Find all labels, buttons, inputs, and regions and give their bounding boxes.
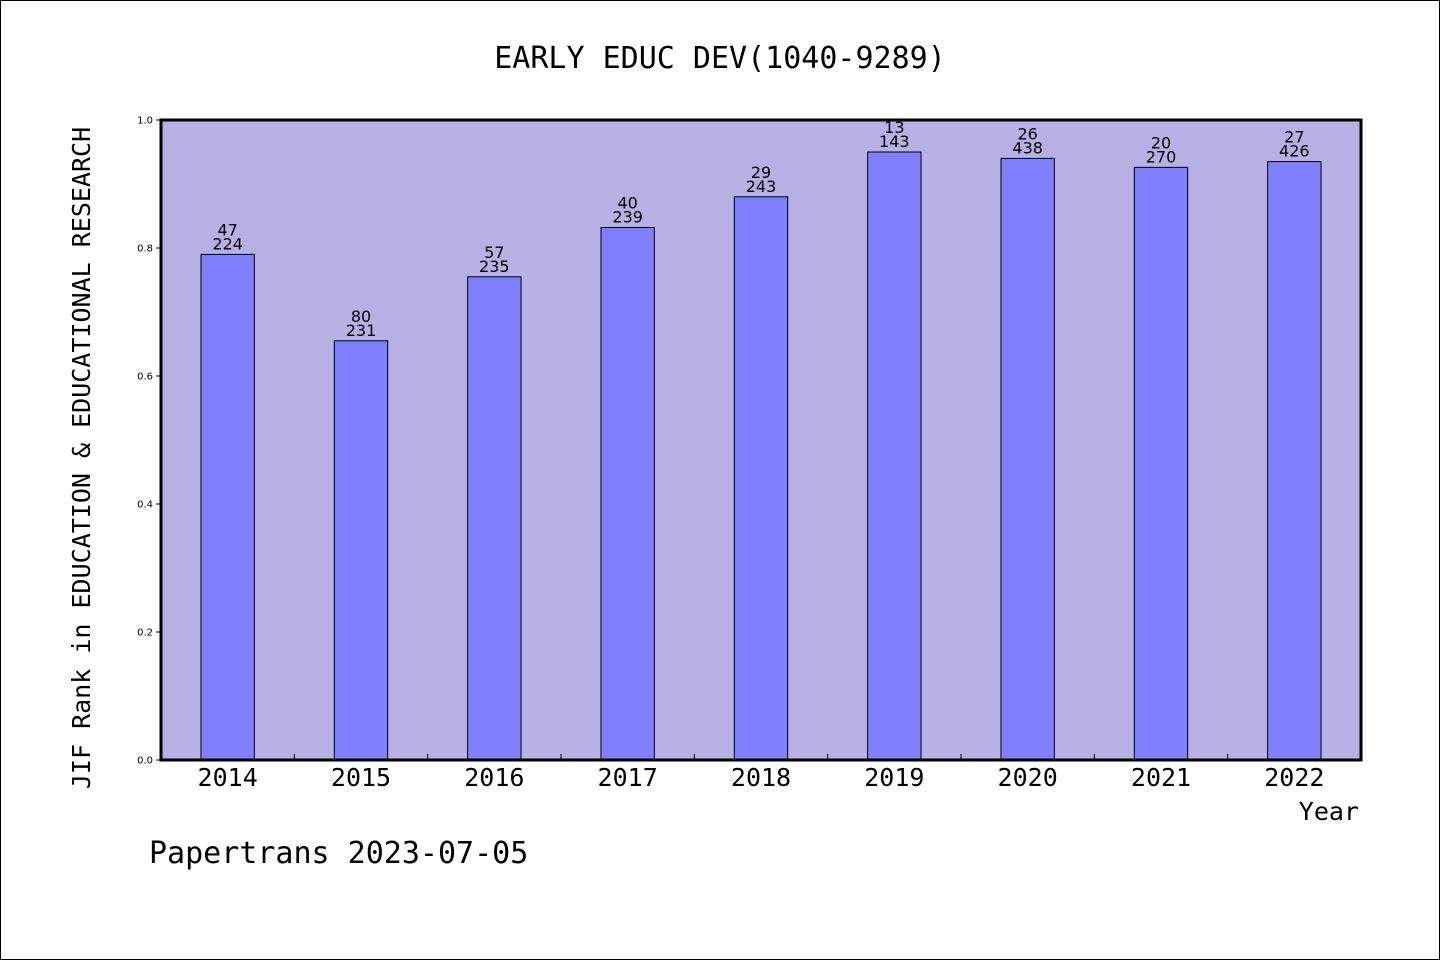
x-tick-label-2021: 2021	[1131, 763, 1191, 792]
data-label-total-2017: 239	[612, 208, 643, 227]
x-tick-label-2016: 2016	[464, 763, 524, 792]
y-tick-label-0.8: 0.8	[137, 244, 153, 255]
y-tick-label-0.6: 0.6	[137, 372, 153, 383]
plot-frame	[159, 118, 1363, 762]
x-tick-label-2017: 2017	[598, 763, 658, 792]
data-label-rank-2014: 47	[217, 220, 237, 239]
bar-2022	[1267, 161, 1322, 761]
data-label-rank-2018: 29	[751, 163, 771, 182]
data-label-rank-2015: 80	[351, 307, 371, 326]
x-tick-label-2022: 2022	[1264, 763, 1324, 792]
y-axis: 0.0 0.2 0.4 0.6 0.8 1.0	[137, 116, 161, 767]
x-tick-label-2015: 2015	[331, 763, 391, 792]
x-axis: 2014 2015 2016 2017 2018 2019 2020 2021 2022	[198, 754, 1324, 792]
data-label-rank-2019: 13	[884, 118, 904, 137]
data-label-total-2016: 235	[479, 257, 510, 276]
x-tick-label-2014: 2014	[198, 763, 258, 792]
x-axis-label: Year	[1299, 797, 1359, 826]
y-tick-label-0.2: 0.2	[137, 628, 153, 639]
bars-group	[200, 151, 1322, 761]
data-label-total-2019: 143	[879, 132, 910, 151]
bar-2014	[200, 253, 255, 761]
y-tick-label-1.0: 1.0	[137, 116, 153, 127]
y-tick-label-0.0: 0.0	[137, 756, 153, 767]
y-axis-label: JIF Rank in EDUCATION & EDUCATIONAL RESE…	[67, 127, 96, 789]
data-label-rank-2022: 27	[1284, 128, 1304, 147]
data-label-rank-2016: 57	[484, 243, 504, 262]
data-label-total-2015: 231	[346, 321, 377, 340]
bar-2016	[467, 276, 522, 761]
chart-title: EARLY EDUC DEV(1040-9289)	[494, 41, 946, 76]
x-tick-label-2020: 2020	[998, 763, 1058, 792]
data-label-rank-2021: 20	[1151, 133, 1171, 152]
data-label-total-2020: 438	[1012, 138, 1043, 157]
bar-2018	[733, 196, 789, 761]
data-label-total-2022: 426	[1279, 142, 1310, 161]
bar-2020	[1000, 157, 1055, 761]
data-label-total-2021: 270	[1146, 147, 1177, 166]
bar-2019	[867, 151, 922, 761]
data-label-rank-2017: 40	[617, 194, 637, 213]
y-tick-label-0.4: 0.4	[137, 500, 153, 511]
x-tick-label-2019: 2019	[864, 763, 924, 792]
data-label-total-2018: 243	[746, 177, 777, 196]
footer-text: Papertrans 2023-07-05	[149, 836, 528, 871]
data-label-total-2014: 224	[212, 234, 243, 253]
data-label-rank-2020: 26	[1017, 124, 1037, 143]
x-tick-label-2018: 2018	[731, 763, 791, 792]
bar-2017	[600, 227, 655, 761]
bar-2021	[1133, 166, 1189, 761]
bar-2015	[333, 340, 389, 761]
